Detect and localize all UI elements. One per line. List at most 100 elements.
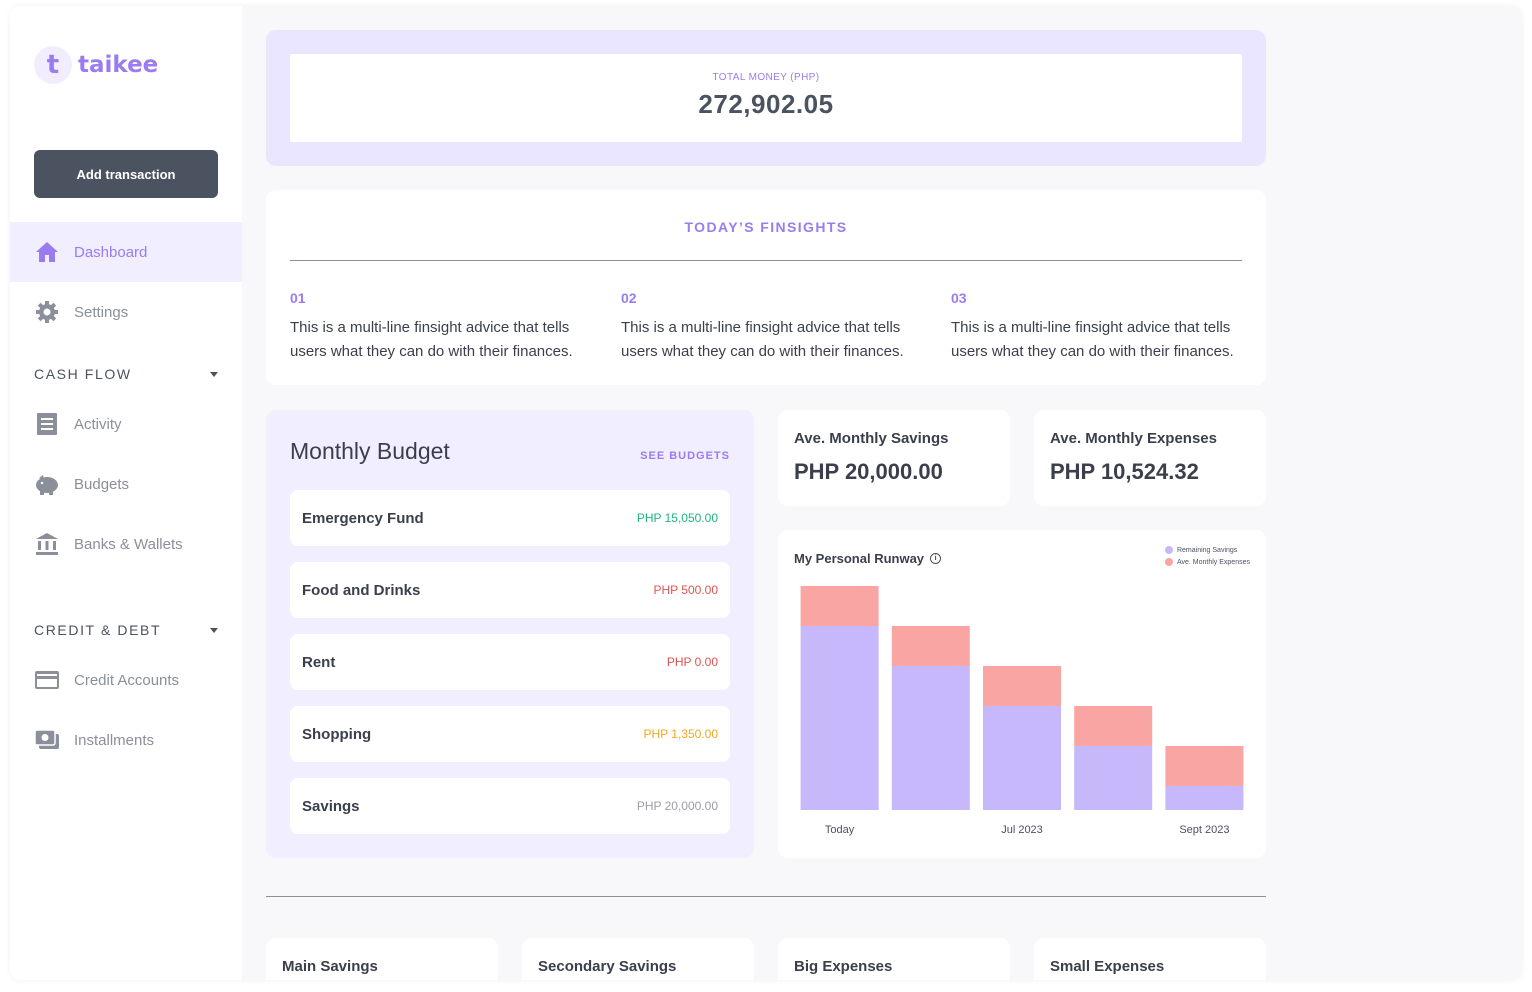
total-money-card: TOTAL MONEY (PHP) 272,902.05 [266, 30, 1266, 166]
stat-label: Ave. Monthly Expenses [1050, 430, 1217, 447]
add-transaction-button[interactable]: Add transaction [34, 150, 218, 198]
legend-item: Ave. Monthly Expenses [1164, 558, 1250, 566]
legend-label: Remaining Savings [1176, 546, 1238, 554]
sidebar-item-label: Budgets [74, 475, 130, 493]
finsight-item: 02 This is a multi-line finsight advice … [621, 290, 921, 364]
sidebar-item-banks-wallets[interactable]: Banks & Wallets [10, 514, 242, 574]
sidebar-item-label: Dashboard [74, 243, 148, 261]
budget-item[interactable]: Shopping PHP 1,350.00 [290, 706, 730, 762]
stat-label: Ave. Monthly Savings [794, 430, 949, 447]
budget-item[interactable]: Food and Drinks PHP 500.00 [290, 562, 730, 618]
x-tick-label: Sept 2023 [1179, 824, 1229, 836]
sidebar-item-label: Activity [74, 415, 122, 433]
bar-ave-monthly-expenses [800, 586, 879, 626]
logo-text: taikee [78, 52, 159, 78]
x-tick-label: Today [825, 824, 855, 836]
info-icon[interactable]: i [930, 553, 942, 564]
finsight-item: 03 This is a multi-line finsight advice … [951, 290, 1251, 364]
budget-item[interactable]: Rent PHP 0.00 [290, 634, 730, 690]
divider [266, 896, 1266, 897]
budget-item-name: Emergency Fund [302, 509, 424, 527]
legend-label: Ave. Monthly Expenses [1176, 558, 1250, 566]
bar-ave-monthly-expenses [1165, 746, 1244, 786]
legend-swatch [1164, 546, 1173, 554]
bar-ave-monthly-expenses [1074, 706, 1153, 746]
legend-swatch [1164, 558, 1173, 566]
runway-title: My Personal Runway i [794, 551, 942, 566]
finsight-number: 03 [951, 290, 967, 306]
sidebar-item-label: Installments [74, 731, 155, 749]
chart-legend: Remaining Savings Ave. Monthly Expenses [1164, 546, 1250, 570]
x-tick-label: Jul 2023 [1001, 824, 1043, 836]
stat-value: PHP 20,000.00 [794, 459, 943, 484]
caret-down-icon [210, 371, 218, 377]
personal-runway-card: My Personal Runway i Remaining Savings A… [778, 530, 1266, 858]
budget-item-name: Rent [302, 653, 336, 671]
account-label: Main Savings [282, 958, 378, 975]
budget-item-value: PHP 20,000.00 [636, 799, 718, 813]
monthly-budget-title: Monthly Budget [290, 438, 450, 464]
finsight-number: 02 [621, 290, 637, 306]
budget-item-name: Savings [302, 797, 360, 815]
logo[interactable]: t taikee [34, 46, 158, 84]
caret-down-icon [210, 627, 218, 633]
gear-icon [34, 299, 60, 325]
bar-remaining-savings [1165, 786, 1244, 810]
sidebar: t taikee Add transaction Dashboard [10, 6, 242, 980]
account-label: Big Expenses [794, 958, 893, 975]
credit-card-icon [34, 667, 60, 693]
sidebar-item-budgets[interactable]: Budgets [10, 454, 242, 514]
account-card-secondary-savings[interactable]: Secondary Savings [522, 938, 754, 980]
budget-item[interactable]: Savings PHP 20,000.00 [290, 778, 730, 834]
finsight-text: This is a multi-line finsight advice tha… [951, 319, 1234, 360]
finsight-text: This is a multi-line finsight advice tha… [290, 319, 573, 360]
total-money-label: TOTAL MONEY (PHP) [712, 72, 820, 83]
section-cash-flow[interactable]: CASH FLOW [34, 366, 218, 382]
finsight-item: 01 This is a multi-line finsight advice … [290, 290, 590, 364]
sidebar-item-label: Banks & Wallets [74, 535, 183, 553]
bar-ave-monthly-expenses [891, 626, 970, 666]
finsight-number: 01 [290, 290, 306, 306]
sidebar-item-label: Credit Accounts [74, 671, 180, 689]
bar-ave-monthly-expenses [983, 666, 1061, 706]
sidebar-item-activity[interactable]: Activity [10, 394, 242, 454]
budget-item-value: PHP 15,050.00 [636, 511, 718, 525]
section-title: CREDIT & DEBT [34, 622, 162, 638]
account-card-big-expenses[interactable]: Big Expenses [778, 938, 1010, 980]
budget-item-name: Shopping [302, 725, 372, 743]
finsight-text: This is a multi-line finsight advice tha… [621, 319, 904, 360]
finsights-title: TODAY’S FINSIGHTS [684, 219, 848, 235]
bar-remaining-savings [1074, 746, 1153, 810]
bar-remaining-savings [983, 706, 1061, 810]
monthly-budget-card: Monthly Budget SEE BUDGETS Emergency Fun… [266, 410, 754, 858]
sidebar-item-installments[interactable]: Installments [10, 710, 242, 770]
bar-remaining-savings [891, 666, 970, 810]
section-credit-debt[interactable]: CREDIT & DEBT [34, 622, 218, 638]
piggy-bank-icon [34, 471, 60, 497]
section-title: CASH FLOW [34, 366, 132, 382]
sidebar-item-label: Settings [74, 303, 129, 321]
logo-mark: t [34, 46, 72, 84]
sidebar-item-settings[interactable]: Settings [10, 282, 242, 342]
app-window: t taikee Add transaction Dashboard [10, 6, 1522, 980]
account-label: Secondary Savings [538, 958, 677, 975]
finsights-card: TODAY’S FINSIGHTS 01 This is a multi-lin… [266, 190, 1266, 385]
bank-icon [34, 531, 60, 557]
budget-item-value: PHP 0.00 [666, 655, 718, 669]
sidebar-item-credit-accounts[interactable]: Credit Accounts [10, 650, 242, 710]
total-money-value: 272,902.05 [698, 89, 834, 119]
runway-title-text: My Personal Runway [794, 551, 925, 566]
account-card-main-savings[interactable]: Main Savings [266, 938, 498, 980]
runway-chart: Today Jul 2023 Sept 2023 [800, 586, 1244, 836]
ave-monthly-expenses-card: Ave. Monthly Expenses PHP 10,524.32 [1034, 410, 1266, 506]
budget-item-value: PHP 500.00 [653, 583, 719, 597]
budget-item-value: PHP 1,350.00 [643, 727, 718, 741]
sidebar-item-dashboard[interactable]: Dashboard [10, 222, 242, 282]
account-card-small-expenses[interactable]: Small Expenses [1034, 938, 1266, 980]
account-label: Small Expenses [1050, 958, 1165, 975]
ave-monthly-savings-card: Ave. Monthly Savings PHP 20,000.00 [778, 410, 1010, 506]
budget-item-name: Food and Drinks [302, 581, 421, 599]
budget-item[interactable]: Emergency Fund PHP 15,050.00 [290, 490, 730, 546]
cash-icon [34, 727, 60, 753]
see-budgets-link[interactable]: SEE BUDGETS [640, 450, 730, 462]
